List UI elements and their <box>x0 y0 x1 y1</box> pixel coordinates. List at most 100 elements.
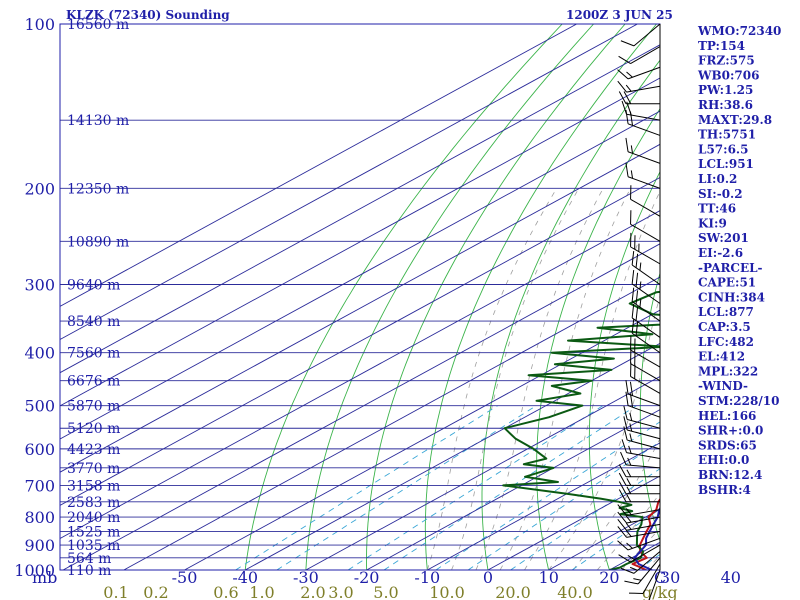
mixing-ratio-tick-label: 10.0 <box>429 583 465 600</box>
wind-barb <box>630 185 661 217</box>
wind-barb <box>631 251 661 285</box>
series-dewpoint <box>502 290 660 570</box>
sounding-index: CINH:384 <box>698 290 765 304</box>
pressure-tick-label: 1000 <box>14 561 55 580</box>
dry-adiabat <box>481 59 660 570</box>
isotherm <box>123 276 660 570</box>
wind-barb <box>618 481 660 495</box>
wind-barb <box>630 362 661 394</box>
height-label: 4423 m <box>67 442 120 458</box>
mixing-ratio-line <box>235 405 499 570</box>
sounding-index: TH:5751 <box>698 128 756 142</box>
sounding-index: MAXT:29.8 <box>698 113 772 127</box>
wind-barb <box>631 287 661 322</box>
pressure-unit-label: mb <box>32 568 57 587</box>
wind-barb <box>621 439 661 460</box>
sounding-index: WB0:706 <box>697 68 759 82</box>
isotherm <box>60 210 660 540</box>
mixing-ratio-tick-label: 40.0 <box>557 583 593 600</box>
height-label: 6676 m <box>67 374 120 390</box>
wind-barb <box>648 569 661 600</box>
wind-barb <box>620 23 661 47</box>
temperature-tick-label: 20 <box>599 568 619 587</box>
temperature-tick-label: -50 <box>172 568 198 587</box>
height-label: 8540 m <box>67 314 120 330</box>
temperature-tick-label: 0 <box>483 568 493 587</box>
moist-adiabat <box>621 527 660 570</box>
mixing-ratio-line <box>571 508 660 570</box>
sounding-index: L57:6.5 <box>698 142 748 156</box>
sounding-index: EI:-2.6 <box>698 246 743 260</box>
isotherm <box>427 442 660 570</box>
moist-adiabat <box>596 492 660 570</box>
sounding-index: FRZ:575 <box>698 54 755 68</box>
mixing-ratio-tick-label: 2.0 <box>300 583 325 600</box>
sounding-index: EL:412 <box>698 350 745 364</box>
wind-barb <box>630 232 661 265</box>
temperature-unit-label: C <box>654 568 666 587</box>
sounding-index: TP:154 <box>698 39 745 53</box>
sounding-index: BRN:12.4 <box>698 468 762 482</box>
pressure-tick-label: 200 <box>24 179 55 198</box>
isotherm <box>60 77 660 407</box>
height-label: 14130 m <box>67 113 129 129</box>
sounding-index: SI:-0.2 <box>698 187 743 201</box>
wind-barb <box>618 464 660 478</box>
wind-barb <box>631 303 661 338</box>
moist-adiabat <box>426 188 558 570</box>
sounding-index: LCL:951 <box>698 157 754 171</box>
wind-barb <box>620 551 661 574</box>
wind-barb <box>617 504 661 516</box>
isotherm <box>305 375 660 570</box>
mixing-ratio-tick-label: 1.0 <box>249 583 274 600</box>
height-label: 1525 m <box>67 524 120 540</box>
temperature-tick-label: -20 <box>354 568 380 587</box>
wind-barb <box>625 162 661 189</box>
mixing-ratio-tick-label: 0.6 <box>213 583 238 600</box>
sounding-index: LFC:482 <box>698 335 754 349</box>
wind-barb <box>630 210 661 242</box>
wind-barb <box>624 557 661 585</box>
wind-barb <box>620 451 661 469</box>
isotherm <box>60 44 660 374</box>
sounding-index: SHR+:0.0 <box>698 424 763 438</box>
mixing-ratio-line <box>276 405 537 570</box>
dry-adiabat <box>784 24 800 570</box>
height-label: 12350 m <box>67 181 129 197</box>
sounding-index: BSHR:4 <box>698 483 751 497</box>
height-label: 7560 m <box>67 346 120 362</box>
pressure-tick-label: 800 <box>24 508 55 527</box>
mixing-ratio-tick-label: 5.0 <box>373 583 398 600</box>
sounding-index: LCL:877 <box>698 305 754 319</box>
temperature-tick-label: -10 <box>414 568 440 587</box>
isotherm <box>62 243 660 570</box>
temperature-tick-label: 40 <box>721 568 741 587</box>
wind-barb <box>630 336 661 368</box>
temperature-tick-label: -30 <box>293 568 319 587</box>
isotherm <box>487 475 660 570</box>
pressure-tick-label: 500 <box>24 397 55 416</box>
wind-barb <box>628 563 661 594</box>
pressure-tick-label: 700 <box>24 476 55 495</box>
wind-barb <box>625 380 661 407</box>
wind-barb <box>617 511 661 524</box>
series-parcel <box>633 506 660 570</box>
isotherm <box>60 24 577 307</box>
height-label: 1035 m <box>67 538 120 554</box>
sounding-index: CAPE:51 <box>698 276 756 290</box>
isotherm <box>60 143 660 473</box>
pressure-tick-label: 400 <box>24 344 55 363</box>
mixing-ratio-tick-label: 0.1 <box>103 583 128 600</box>
height-label: 2583 m <box>67 495 120 511</box>
sounding-index: CAP:3.5 <box>698 320 751 334</box>
series-temperature <box>631 497 660 570</box>
sounding-index: EHI:0.0 <box>698 453 749 467</box>
wind-barb <box>617 537 661 551</box>
pressure-tick-label: 300 <box>24 276 55 295</box>
isotherm <box>60 176 660 506</box>
wind-barb <box>618 46 661 65</box>
height-label: 3158 m <box>67 478 120 494</box>
height-label: 9640 m <box>67 278 120 294</box>
pressure-tick-label: 600 <box>24 440 55 459</box>
